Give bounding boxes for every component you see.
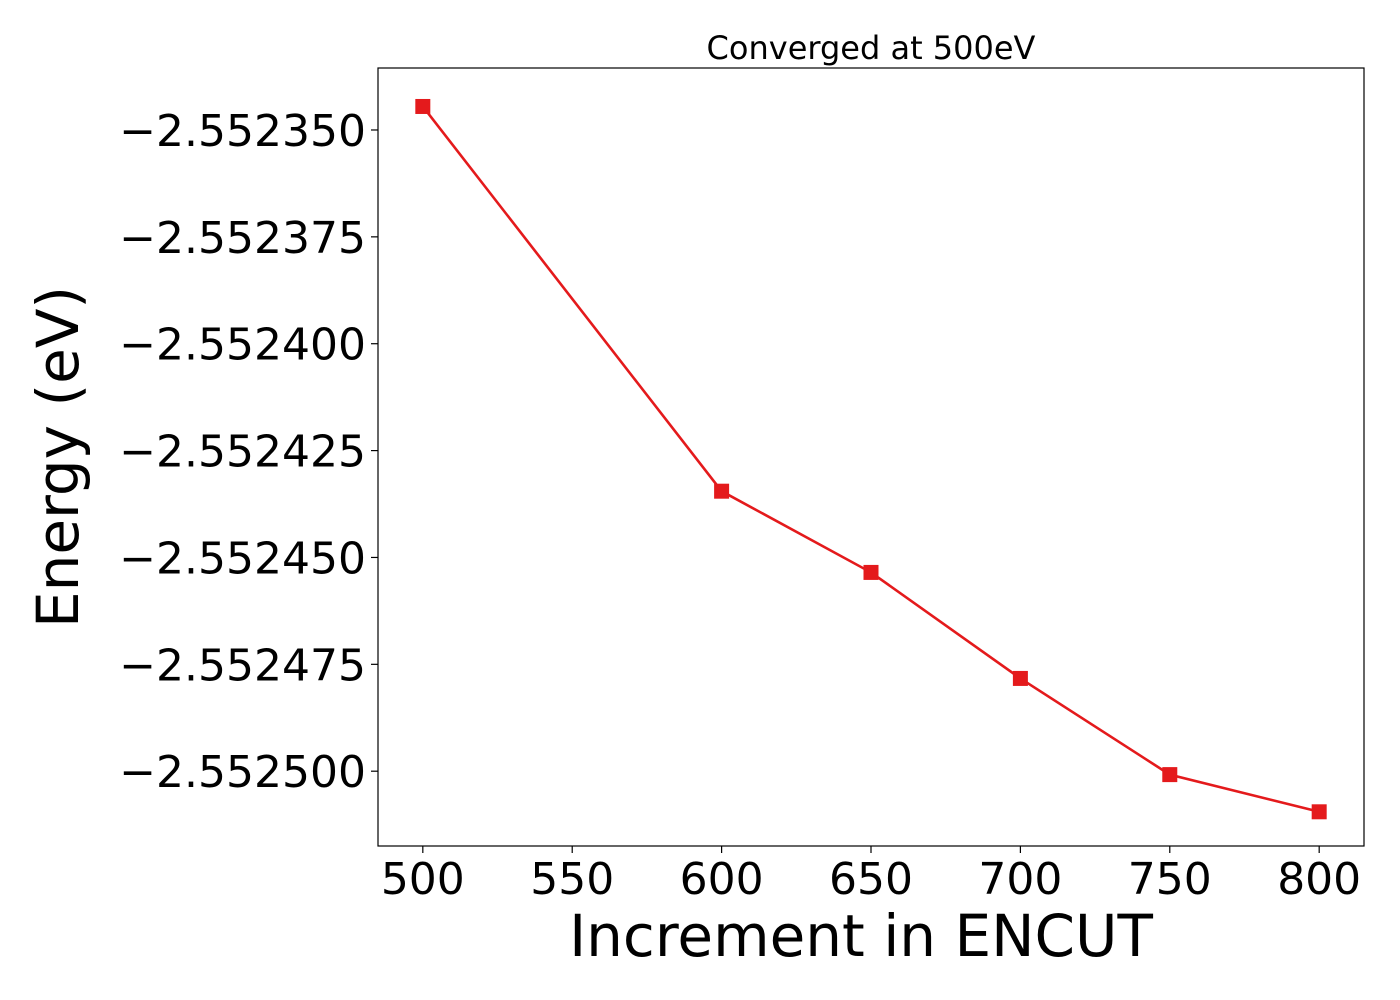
x-tick-label: 600 (680, 854, 764, 905)
data-point (863, 564, 879, 580)
x-tick-label: 700 (978, 854, 1062, 905)
x-tick-label: 800 (1277, 854, 1361, 905)
y-tick-label: −2.552350 (119, 106, 366, 157)
y-tick-label: −2.552500 (119, 747, 366, 798)
y-tick-label: −2.552375 (119, 213, 366, 264)
y-tick-label: −2.552475 (119, 640, 366, 691)
y-tick-label: −2.552400 (119, 320, 366, 371)
plot-frame (377, 67, 1365, 847)
x-tick-label: 500 (381, 854, 465, 905)
chart-title: Converged at 500eV (707, 29, 1036, 67)
y-tick-label: −2.552425 (119, 427, 366, 478)
data-point (1311, 804, 1327, 820)
x-tick-label: 550 (530, 854, 614, 905)
y-axis-label: Energy (eV) (24, 286, 92, 628)
x-axis-label: Increment in ENCUT (569, 902, 1153, 970)
x-tick-label: 650 (829, 854, 913, 905)
y-tick-label: −2.552450 (119, 533, 366, 584)
data-point (1162, 767, 1178, 783)
series-line (421, 105, 1320, 814)
x-tick-label: 750 (1128, 854, 1212, 905)
data-point (415, 98, 431, 114)
data-point (714, 483, 730, 499)
data-point (1012, 670, 1028, 686)
plot-area: 500 550 600 650 700 750 800 −2.552350 −2.552375 −… (119, 67, 1365, 905)
